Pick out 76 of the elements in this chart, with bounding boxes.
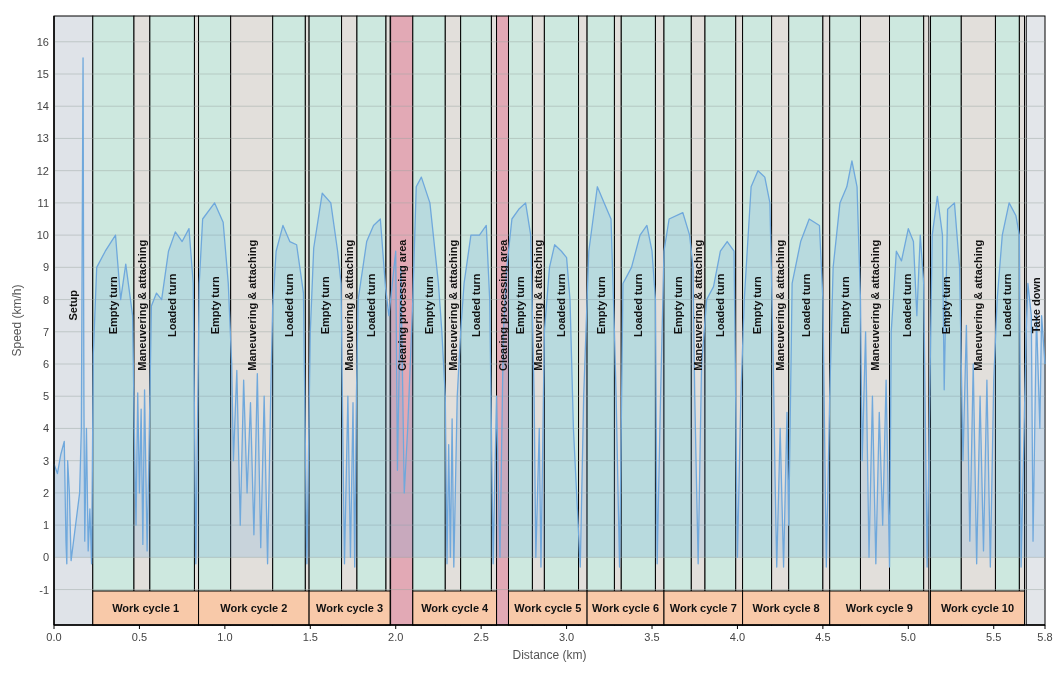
x-tick-label: 1.5 [302,631,318,643]
y-tick-label: 13 [36,132,49,145]
band-label: Maneuvering & attaching [692,239,705,371]
band-label: Loaded turn [632,273,645,338]
band-label: Empty turn [671,275,684,335]
y-tick-label: 3 [42,454,49,467]
band-label: Maneuvering & attaching [868,239,881,371]
band-label: Loaded turn [166,273,179,338]
x-tick-label: 2.5 [473,631,489,643]
band-label: Empty turn [319,275,332,335]
y-tick-label: -1 [39,583,49,596]
y-tick-label: 8 [42,293,49,306]
band-label: Empty turn [839,275,852,335]
band-label: Loaded turn [1001,273,1014,338]
band-label: Loaded turn [365,273,378,338]
y-tick-label: 16 [36,35,49,48]
y-tick-label: 6 [42,358,49,370]
band-label: Work cycle 8 [752,602,820,614]
band-label: Empty turn [751,275,764,335]
band-label: Empty turn [208,275,221,335]
band-label: Work cycle 7 [669,602,737,614]
band-label: Clearing processing area [395,238,408,371]
band-label: Empty turn [107,275,120,335]
x-tick-label: 2.0 [388,631,404,643]
band-label: Maneuvering & attaching [774,239,787,371]
band-label: Work cycle 3 [316,602,384,614]
y-tick-label: 5 [42,390,49,403]
band-label: Empty turn [939,275,952,335]
y-tick-label: 12 [36,164,49,177]
x-tick-label: 3.5 [644,631,660,643]
band-label: Loaded turn [555,273,568,338]
band-label: Clearing processing area [496,238,509,371]
band-label: Work cycle 5 [514,602,582,614]
y-tick-label: 7 [42,325,49,338]
x-axis-title: Distance (km) [512,648,587,662]
band-label: Work cycle 2 [220,602,288,614]
band-label: Maneuvering & attaching [446,239,459,371]
band-label: Maneuvering & attaching [245,239,258,371]
y-tick-label: 2 [42,486,49,499]
band-label: Work cycle 1 [112,602,180,614]
x-tick-label: 0.5 [131,631,148,643]
band-label: Empty turn [423,275,436,335]
band-label: Loaded turn [799,273,812,338]
band-label: Empty turn [514,275,527,335]
band-label: Empty turn [594,275,607,335]
x-tick-label: 5.5 [986,631,1002,643]
band-label: Take down [1029,276,1042,334]
band-label: Maneuvering & attaching [532,239,545,371]
y-tick-label: 9 [42,261,49,274]
x-tick-label: 3.0 [558,631,575,643]
x-tick-label: 5.0 [900,631,916,643]
band-label: Maneuvering & attaching [343,239,356,371]
y-tick-label: 15 [36,68,49,80]
x-tick-label: 4.5 [815,631,831,643]
band-label: Work cycle 9 [845,602,913,614]
y-tick-label: 4 [42,422,49,435]
band-label: Work cycle 4 [421,602,490,614]
y-tick-label: 0 [42,551,49,564]
y-tick-label: 1 [42,519,49,532]
y-tick-label: 14 [36,100,49,113]
band-label: Setup [67,289,80,321]
band-label: Loaded turn [714,273,727,338]
band-label: Loaded turn [470,273,483,338]
y-axis-title: Speed (km/h) [10,284,24,357]
x-tick-label: 1.0 [217,631,233,643]
band-label: Work cycle 10 [940,602,1015,614]
band-label: Maneuvering & attaching [135,239,148,371]
x-tick-label: 5.8 [1037,631,1053,643]
y-tick-label: 11 [37,196,49,209]
band-label: Loaded turn [900,273,913,338]
x-tick-label: 0.0 [46,631,62,643]
band-label: Maneuvering & attaching [972,239,985,371]
band-label: Loaded turn [283,273,296,338]
band-label: Work cycle 6 [592,602,660,614]
x-tick-label: 4.0 [729,631,746,643]
y-tick-label: 10 [36,229,49,242]
